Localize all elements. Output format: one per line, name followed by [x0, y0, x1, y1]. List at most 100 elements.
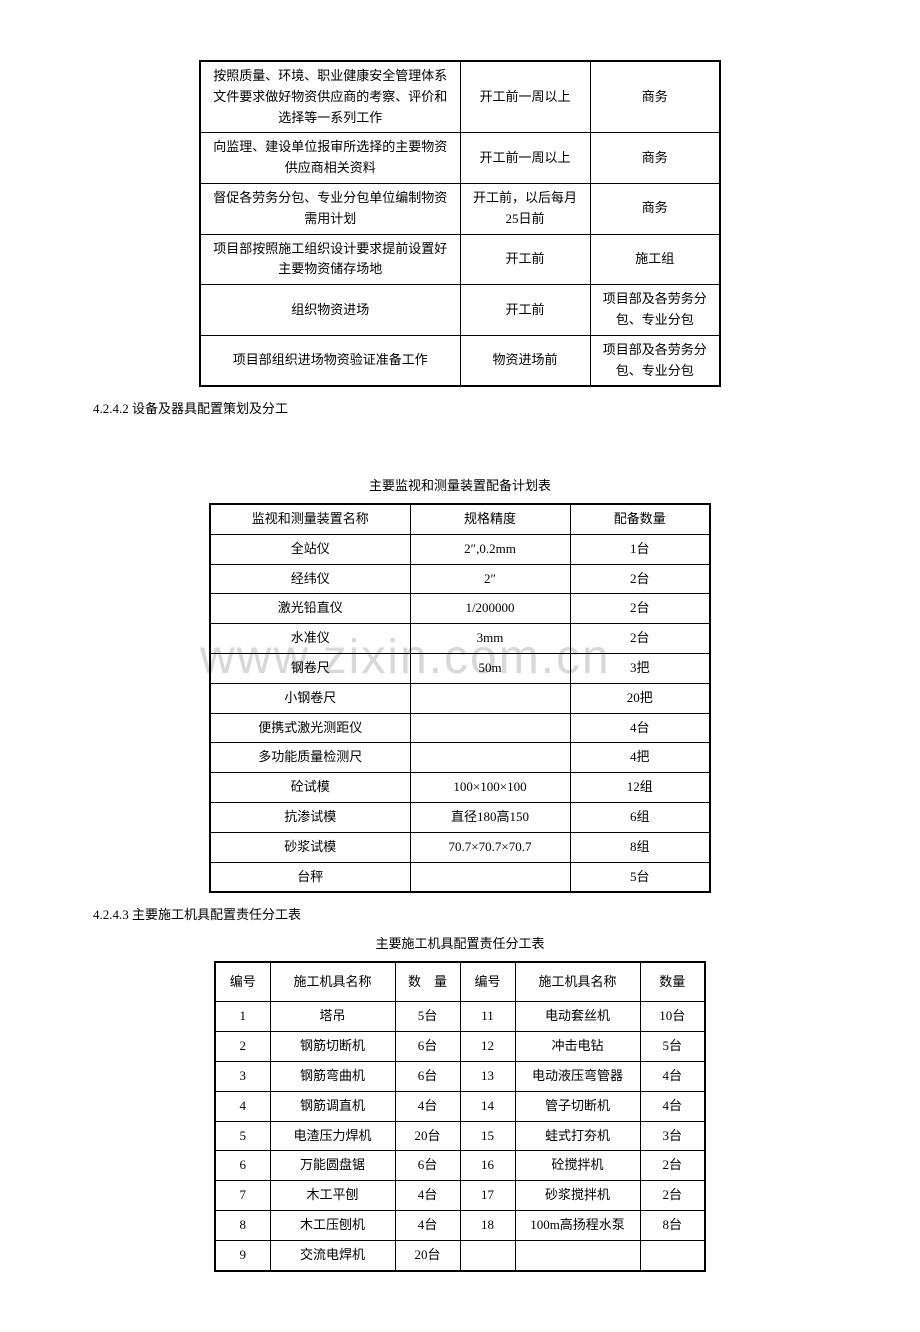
- no2-cell: 15: [460, 1121, 515, 1151]
- device-spec-cell: 1/200000: [410, 594, 570, 624]
- no2-cell: 17: [460, 1181, 515, 1211]
- device-name-cell: 台秤: [210, 862, 410, 892]
- name-cell: 电渣压力焊机: [270, 1121, 395, 1151]
- qty-cell: 4台: [395, 1181, 460, 1211]
- table-header-no: 编号: [215, 962, 270, 1002]
- no2-cell: 12: [460, 1032, 515, 1062]
- qty2-cell: 2台: [640, 1151, 705, 1181]
- table-row: 按照质量、环境、职业健康安全管理体系文件要求做好物资供应商的考察、评价和选择等一…: [200, 61, 720, 133]
- device-name-cell: 全站仪: [210, 534, 410, 564]
- device-qty-cell: 5台: [570, 862, 710, 892]
- device-qty-cell: 3把: [570, 653, 710, 683]
- name-cell: 钢筋切断机: [270, 1032, 395, 1062]
- qty2-cell: 4台: [640, 1091, 705, 1121]
- device-qty-cell: 2台: [570, 624, 710, 654]
- name2-cell: 砂浆搅拌机: [515, 1181, 640, 1211]
- device-qty-cell: 2台: [570, 564, 710, 594]
- table-row: 经纬仪2″2台: [210, 564, 710, 594]
- device-qty-cell: 4台: [570, 713, 710, 743]
- device-name-cell: 多功能质量检测尺: [210, 743, 410, 773]
- name2-cell: 100m高扬程水泵: [515, 1210, 640, 1240]
- section-heading-4242: 4.2.4.2 设备及器具配置策划及分工: [80, 399, 840, 420]
- table-row: 组织物资进场开工前项目部及各劳务分包、专业分包: [200, 285, 720, 336]
- no-cell: 5: [215, 1121, 270, 1151]
- device-name-cell: 水准仪: [210, 624, 410, 654]
- name2-cell: [515, 1240, 640, 1270]
- device-spec-cell: 3mm: [410, 624, 570, 654]
- qty-cell: 4台: [395, 1210, 460, 1240]
- device-spec-cell: 2″,0.2mm: [410, 534, 570, 564]
- device-name-cell: 便携式激光测距仪: [210, 713, 410, 743]
- table-row: 9交流电焊机20台: [215, 1240, 705, 1270]
- device-spec-cell: 2″: [410, 564, 570, 594]
- device-spec-cell: 直径180高150: [410, 802, 570, 832]
- name2-cell: 砼搅拌机: [515, 1151, 640, 1181]
- table-header-no2: 编号: [460, 962, 515, 1002]
- device-spec-cell: [410, 683, 570, 713]
- name2-cell: 蛙式打夯机: [515, 1121, 640, 1151]
- name2-cell: 电动液压弯管器: [515, 1062, 640, 1092]
- name2-cell: 管子切断机: [515, 1091, 640, 1121]
- table-row: 3钢筋弯曲机6台13电动液压弯管器4台: [215, 1062, 705, 1092]
- table-row: 5电渣压力焊机20台15蛙式打夯机3台: [215, 1121, 705, 1151]
- device-name-cell: 经纬仪: [210, 564, 410, 594]
- table-row: 2钢筋切断机6台12冲击电钻5台: [215, 1032, 705, 1062]
- device-qty-cell: 20把: [570, 683, 710, 713]
- name-cell: 交流电焊机: [270, 1240, 395, 1270]
- name-cell: 木工平刨: [270, 1181, 395, 1211]
- table-row: 项目部按照施工组织设计要求提前设置好主要物资储存场地开工前施工组: [200, 234, 720, 285]
- qty-cell: 5台: [395, 1002, 460, 1032]
- qty2-cell: 5台: [640, 1032, 705, 1062]
- qty2-cell: 4台: [640, 1062, 705, 1092]
- qty2-cell: [640, 1240, 705, 1270]
- table-header-qty: 配备数量: [570, 504, 710, 534]
- device-spec-cell: 100×100×100: [410, 773, 570, 803]
- table-header-name2: 施工机具名称: [515, 962, 640, 1002]
- table-row: 监视和测量装置名称 规格精度 配备数量: [210, 504, 710, 534]
- table-header-name: 监视和测量装置名称: [210, 504, 410, 534]
- table2-caption: 主要监视和测量装置配备计划表: [80, 476, 840, 497]
- device-qty-cell: 12组: [570, 773, 710, 803]
- qty-cell: 6台: [395, 1032, 460, 1062]
- table-row: 小钢卷尺20把: [210, 683, 710, 713]
- qty2-cell: 2台: [640, 1181, 705, 1211]
- table-row: 4钢筋调直机4台14管子切断机4台: [215, 1091, 705, 1121]
- table-row: 便携式激光测距仪 4台: [210, 713, 710, 743]
- table-row: 编号 施工机具名称 数 量 编号 施工机具名称 数量: [215, 962, 705, 1002]
- no-cell: 9: [215, 1240, 270, 1270]
- table-row: 6万能圆盘锯6台16砼搅拌机2台: [215, 1151, 705, 1181]
- name2-cell: 电动套丝机: [515, 1002, 640, 1032]
- resp-cell: 商务: [590, 133, 720, 184]
- resp-cell: 商务: [590, 183, 720, 234]
- device-qty-cell: 6组: [570, 802, 710, 832]
- task-cell: 项目部组织进场物资验证准备工作: [200, 335, 460, 386]
- device-name-cell: 激光铅直仪: [210, 594, 410, 624]
- resp-cell: 施工组: [590, 234, 720, 285]
- table-row: 水准仪3mm2台: [210, 624, 710, 654]
- time-cell: 开工前: [460, 234, 590, 285]
- task-cell: 督促各劳务分包、专业分包单位编制物资需用计划: [200, 183, 460, 234]
- table-header-spec: 规格精度: [410, 504, 570, 534]
- table3-caption: 主要施工机具配置责任分工表: [80, 934, 840, 955]
- qty2-cell: 3台: [640, 1121, 705, 1151]
- resp-cell: 项目部及各劳务分包、专业分包: [590, 285, 720, 336]
- table-row: 7木工平刨4台17砂浆搅拌机2台: [215, 1181, 705, 1211]
- no-cell: 4: [215, 1091, 270, 1121]
- qty-cell: 6台: [395, 1151, 460, 1181]
- table-row: 项目部组织进场物资验证准备工作物资进场前项目部及各劳务分包、专业分包: [200, 335, 720, 386]
- task-cell: 按照质量、环境、职业健康安全管理体系文件要求做好物资供应商的考察、评价和选择等一…: [200, 61, 460, 133]
- materials-prep-table: 按照质量、环境、职业健康安全管理体系文件要求做好物资供应商的考察、评价和选择等一…: [199, 60, 721, 387]
- resp-cell: 项目部及各劳务分包、专业分包: [590, 335, 720, 386]
- table-row: 砂浆试模70.7×70.7×70.78组: [210, 832, 710, 862]
- time-cell: 开工前一周以上: [460, 61, 590, 133]
- device-name-cell: 抗渗试模: [210, 802, 410, 832]
- name-cell: 钢筋弯曲机: [270, 1062, 395, 1092]
- no2-cell: [460, 1240, 515, 1270]
- device-spec-cell: 70.7×70.7×70.7: [410, 832, 570, 862]
- table-row: 钢卷尺50m3把: [210, 653, 710, 683]
- device-spec-cell: 50m: [410, 653, 570, 683]
- time-cell: 物资进场前: [460, 335, 590, 386]
- machinery-assignment-table: 编号 施工机具名称 数 量 编号 施工机具名称 数量 1塔吊5台11电动套丝机1…: [214, 961, 706, 1272]
- no2-cell: 14: [460, 1091, 515, 1121]
- qty-cell: 6台: [395, 1062, 460, 1092]
